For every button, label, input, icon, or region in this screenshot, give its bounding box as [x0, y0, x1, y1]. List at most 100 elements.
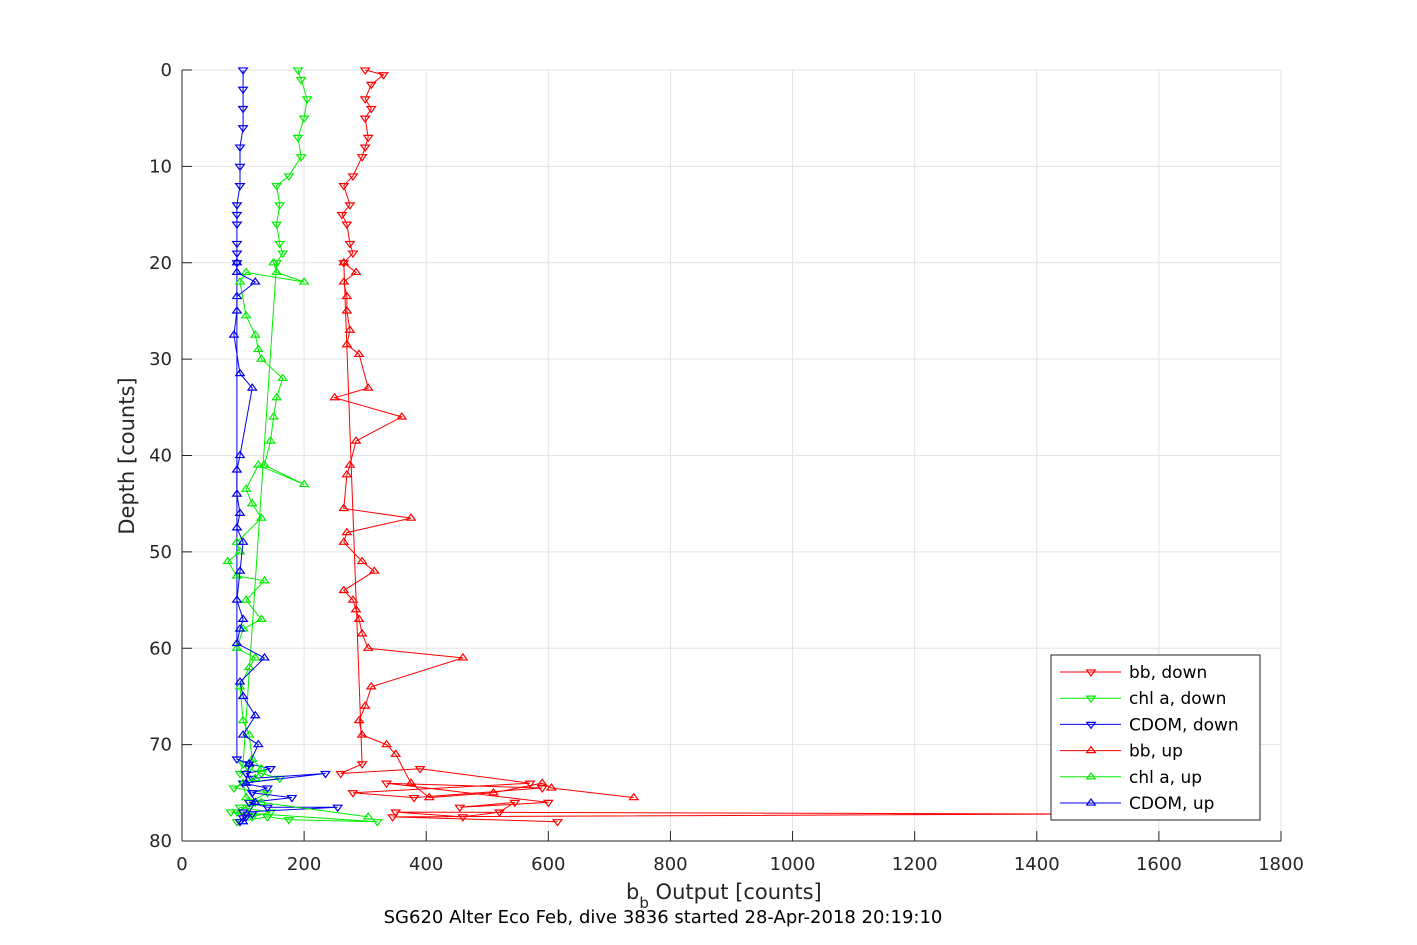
legend-label: chl a, down: [1129, 689, 1226, 709]
figure-caption: SG620 Alter Eco Feb, dive 3836 started 2…: [384, 907, 943, 928]
data-point: [338, 260, 350, 268]
y-axis-label: Depth [counts]: [115, 377, 139, 534]
data-point: [338, 182, 350, 191]
data-point: [240, 267, 252, 276]
x-tick-label: 800: [653, 854, 687, 875]
data-point: [262, 814, 273, 822]
data-point: [249, 277, 261, 285]
y-tick-label: 40: [149, 446, 172, 467]
data-point: [356, 556, 368, 565]
data-point: [255, 763, 267, 772]
data-point: [255, 513, 267, 521]
series-line: [340, 69, 1080, 823]
data-point: [274, 202, 286, 210]
data-point: [249, 330, 261, 338]
data-point: [628, 792, 640, 801]
legend-marker: [1085, 798, 1097, 806]
data-point: [231, 240, 243, 249]
data-point: [237, 715, 249, 724]
data-point: [231, 809, 243, 818]
data-point: [277, 373, 289, 382]
data-point: [222, 556, 234, 565]
data-point: [231, 305, 243, 314]
data-point: [234, 508, 246, 516]
y-tick-label: 10: [149, 156, 172, 177]
series-bb-up: [329, 257, 640, 801]
data-point: [454, 804, 466, 813]
data-point: [249, 710, 261, 719]
data-point: [249, 652, 261, 661]
data-point: [255, 354, 267, 362]
data-point: [283, 173, 295, 181]
data-point: [362, 134, 374, 143]
x-axis-label-main: b: [626, 880, 639, 904]
data-point: [234, 819, 246, 827]
data-point: [255, 770, 267, 779]
data-point: [353, 715, 365, 724]
data-point: [252, 739, 264, 748]
data-point: [231, 643, 243, 651]
data-point: [414, 766, 426, 774]
y-tick-label: 60: [149, 638, 172, 659]
data-point: [240, 792, 252, 801]
data-point: [258, 575, 270, 584]
data-point: [365, 681, 377, 690]
data-point: [298, 277, 310, 285]
data-point: [234, 770, 246, 779]
legend-marker: [1085, 721, 1097, 730]
data-point: [246, 498, 258, 507]
x-tick-label: 1600: [1136, 854, 1182, 875]
series-cdom-down: [231, 67, 344, 827]
data-point: [240, 484, 252, 492]
data-point: [237, 537, 249, 545]
data-point: [283, 817, 295, 825]
data-point: [234, 804, 246, 813]
data-point: [234, 277, 246, 285]
data-point: [298, 479, 310, 488]
data-point: [265, 766, 277, 774]
x-axis-label: bb Output [counts]: [626, 880, 822, 912]
data-point: [408, 794, 420, 803]
x-tick-label: 200: [287, 854, 321, 875]
series-line: [227, 262, 369, 818]
legend-marker: [1085, 695, 1097, 704]
data-point: [356, 154, 368, 162]
data-point: [359, 144, 371, 153]
data-point: [240, 595, 252, 603]
data-point: [268, 257, 280, 266]
data-point: [255, 614, 267, 622]
data-point: [362, 811, 374, 820]
data-point: [246, 811, 258, 819]
legend-item: chl a, up: [1060, 768, 1202, 788]
data-point: [231, 464, 243, 473]
data-point: [338, 503, 350, 512]
legend-item: chl a, down: [1060, 689, 1226, 709]
data-point: [365, 81, 377, 90]
data-point: [234, 144, 246, 153]
data-point: [234, 450, 246, 459]
data-point: [390, 749, 402, 757]
data-point: [362, 383, 374, 391]
data-point: [243, 730, 255, 738]
data-point: [359, 67, 371, 75]
legend-item: bb, down: [1060, 663, 1207, 683]
data-point: [405, 513, 417, 521]
data-point: [246, 383, 258, 391]
data-point: [231, 595, 243, 603]
data-point: [356, 628, 368, 637]
data-point: [249, 797, 261, 806]
data-point: [265, 436, 277, 444]
data-point: [381, 780, 393, 789]
data-point: [298, 115, 310, 124]
data-point: [271, 260, 283, 268]
data-point: [371, 819, 383, 827]
data-point: [243, 761, 255, 769]
data-point: [234, 368, 246, 377]
legend: bb, down chl a, down CDOM, down bb, up chl a…: [1050, 654, 1261, 821]
data-point: [341, 291, 353, 300]
data-point: [237, 125, 249, 133]
data-point: [292, 67, 304, 75]
data-point: [231, 291, 243, 300]
data-point: [329, 392, 341, 401]
